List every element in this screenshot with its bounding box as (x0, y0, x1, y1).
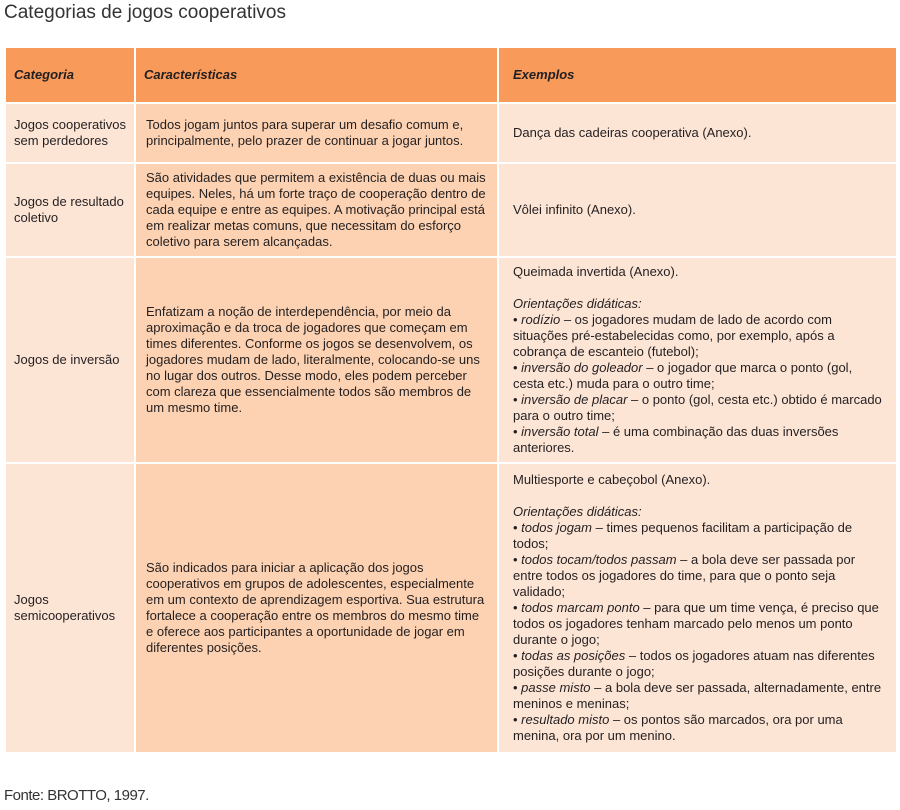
orientacao-termo: todas as posições (521, 648, 626, 663)
cell-categoria: Jogos de resultado coletivo (4, 162, 136, 258)
orientacao-termo: todos jogam (521, 520, 592, 535)
orientacao-item: • todos tocam/todos passam – a bola deve… (513, 552, 856, 599)
orientacao-termo: todos marcam ponto (521, 600, 640, 615)
orientacao-termo: passe misto (521, 680, 591, 695)
table-row: Jogos semicooperativos São indicados par… (4, 462, 898, 754)
orientacao-termo: inversão de placar (521, 392, 628, 407)
orientacao-termo: inversão do goleador (521, 360, 643, 375)
table-row: Jogos de inversão Enfatizam a noção de i… (4, 256, 898, 464)
cell-exemplo: Dança das cadeiras cooperativa (Anexo). (497, 102, 898, 164)
orientacoes-label: Orientações didáticas: (513, 504, 642, 519)
orientacao-termo: resultado misto (521, 712, 610, 727)
cell-categoria: Jogos semicooperativos (4, 462, 136, 754)
orientacoes-list: • rodízio – os jogadores mudam de lado d… (513, 312, 882, 456)
orientacao-termo: todos tocam/todos passam (521, 552, 677, 567)
orientacao-texto: – a bola deve ser passada por entre todo… (513, 552, 856, 599)
cell-exemplo: Queimada invertida (Anexo). Orientações … (497, 256, 898, 464)
exemplo-text: Queimada invertida (Anexo). (513, 264, 679, 279)
orientacao-item: • rodízio – os jogadores mudam de lado d… (513, 312, 835, 359)
page-title: Categorias de jogos cooperativos (4, 2, 287, 23)
orientacao-item: • todas as posições – todos os jogadores… (513, 648, 875, 679)
orientacao-texto: – para que um time vença, é preciso que … (513, 600, 879, 647)
cell-caracteristicas: São atividades que permitem a existência… (134, 162, 499, 258)
orientacao-item: • todos jogam – times pequenos facilitam… (513, 520, 853, 551)
orientacao-item: • resultado misto – os pontos são marcad… (513, 712, 843, 743)
orientacao-termo: rodízio (521, 312, 561, 327)
orientacao-termo: inversão total (521, 424, 599, 439)
exemplo-text: Multiesporte e cabeçobol (Anexo). (513, 472, 711, 487)
cell-caracteristicas: Todos jogam juntos para superar um desaf… (134, 102, 499, 164)
orientacao-texto: – o ponto (gol, cesta etc.) obtido é mar… (513, 392, 882, 423)
table-header-row: Categoria Características Exemplos (4, 46, 898, 104)
orientacao-item: • inversão total – é uma combinação das … (513, 424, 839, 455)
table-row: Jogos de resultado coletivo São atividad… (4, 162, 898, 258)
cell-categoria: Jogos cooperativos sem perdedores (4, 102, 136, 164)
cell-caracteristicas: São indicados para iniciar a aplicação d… (134, 462, 499, 754)
source-footer: Fonte: BROTTO, 1997. (4, 787, 149, 804)
orientacao-texto: – o jogador que marca o ponto (gol, cest… (513, 360, 853, 391)
header-categoria: Categoria (4, 46, 136, 104)
orientacao-texto: – times pequenos facilitam a participaçã… (513, 520, 853, 551)
cell-exemplo: Vôlei infinito (Anexo). (497, 162, 898, 258)
cell-categoria: Jogos de inversão (4, 256, 136, 464)
orientacoes-list: • todos jogam – times pequenos facilitam… (513, 520, 882, 744)
header-exemplos: Exemplos (497, 46, 898, 104)
table-row: Jogos cooperativos sem perdedores Todos … (4, 102, 898, 164)
categories-table: Categoria Características Exemplos Jogos… (4, 46, 898, 754)
orientacao-texto: – a bola deve ser passada, alternadament… (513, 680, 882, 711)
orientacao-item: • inversão de placar – o ponto (gol, ces… (513, 392, 882, 423)
cell-caracteristicas: Enfatizam a noção de interdependência, p… (134, 256, 499, 464)
orientacao-item: • inversão do goleador – o jogador que m… (513, 360, 853, 391)
orientacao-texto: – todos os jogadores atuam nas diferente… (513, 648, 875, 679)
orientacao-texto: – os jogadores mudam de lado de acordo c… (513, 312, 835, 359)
cell-exemplo: Multiesporte e cabeçobol (Anexo). Orient… (497, 462, 898, 754)
orientacao-texto: – os pontos são marcados, ora por uma me… (513, 712, 843, 743)
orientacao-texto: – é uma combinação das duas inversões an… (513, 424, 839, 455)
orientacao-item: • passe misto – a bola deve ser passada,… (513, 680, 882, 711)
orientacoes-label: Orientações didáticas: (513, 296, 642, 311)
orientacao-item: • todos marcam ponto – para que um time … (513, 600, 879, 647)
header-caracteristicas: Características (134, 46, 499, 104)
